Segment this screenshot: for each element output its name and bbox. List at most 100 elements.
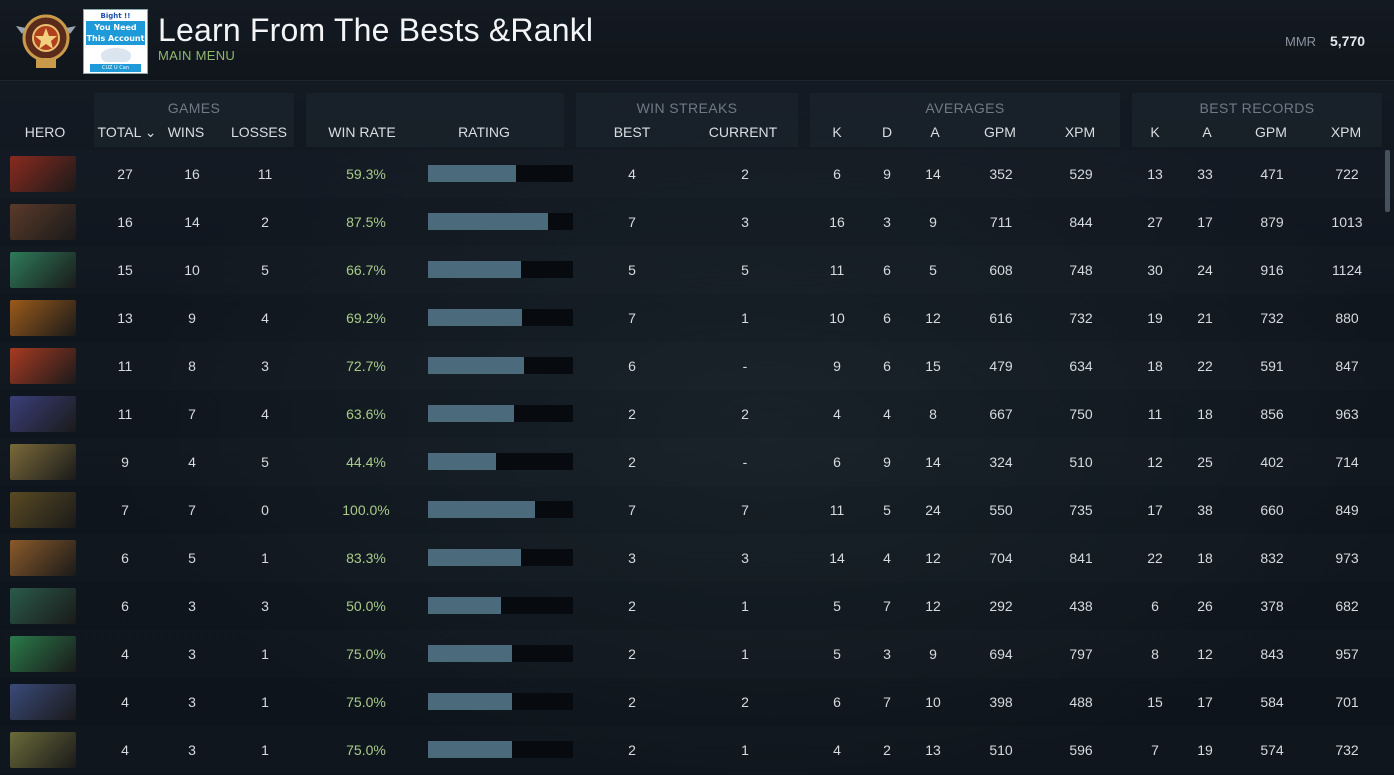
col-total[interactable]: TOTAL ⌄ [97, 124, 157, 140]
col-rating[interactable]: RATING [458, 124, 510, 140]
hero-portrait[interactable] [10, 492, 76, 528]
cell-losses: 5 [261, 454, 269, 470]
col-best-xpm[interactable]: XPM [1330, 124, 1362, 140]
rank-medal-icon [16, 14, 76, 68]
cell-best-streak: 3 [628, 550, 636, 566]
rating-bar-fill [428, 693, 512, 710]
col-best-a[interactable]: A [1202, 124, 1212, 140]
main-menu-link[interactable]: MAIN MENU [158, 48, 236, 63]
table-row[interactable]: 7 7 0 100.0% 7 7 11 5 24 550 735 17 38 660 849 [0, 486, 1394, 534]
col-avg-k[interactable]: K [832, 124, 842, 140]
mmr-label: MMR [1285, 34, 1317, 49]
cell-best-gpm: 732 [1260, 310, 1284, 326]
cell-avg-k: 6 [833, 694, 841, 710]
hero-portrait[interactable] [10, 396, 76, 432]
table-row[interactable]: 11 8 3 72.7% 6 - 9 6 15 479 634 18 22 591 847 [0, 342, 1394, 390]
table-row[interactable]: 11 7 4 63.6% 2 2 4 4 8 667 750 11 18 856 963 [0, 390, 1394, 438]
hero-portrait[interactable] [10, 348, 76, 384]
cell-best-streak: 2 [628, 406, 636, 422]
hero-portrait[interactable] [10, 636, 76, 672]
hero-portrait[interactable] [10, 204, 76, 240]
win-streaks-group [576, 93, 798, 147]
cell-best-streak: 2 [628, 454, 636, 470]
cell-current-streak: 3 [741, 550, 749, 566]
cell-best-xpm: 732 [1335, 742, 1359, 758]
rating-bar [428, 357, 573, 374]
hero-portrait[interactable] [10, 156, 76, 192]
col-wins[interactable]: WINS [167, 124, 205, 140]
hero-portrait[interactable] [10, 252, 76, 288]
col-avg-xpm[interactable]: XPM [1064, 124, 1096, 140]
cell-best-k: 19 [1147, 310, 1163, 326]
cell-losses: 4 [261, 406, 269, 422]
table-row[interactable]: 4 3 1 75.0% 2 1 5 3 9 694 797 8 12 843 957 [0, 630, 1394, 678]
col-current-streak[interactable]: CURRENT [708, 124, 778, 140]
cell-losses: 3 [261, 598, 269, 614]
hero-portrait[interactable] [10, 684, 76, 720]
cell-current-streak: 1 [741, 310, 749, 326]
table-row[interactable]: 13 9 4 69.2% 7 1 10 6 12 616 732 19 21 732 880 [0, 294, 1394, 342]
col-avg-gpm[interactable]: GPM [984, 124, 1016, 140]
col-best-gpm[interactable]: GPM [1255, 124, 1287, 140]
hero-portrait[interactable] [10, 300, 76, 336]
cell-losses: 1 [261, 694, 269, 710]
cell-avg-xpm: 844 [1069, 214, 1093, 230]
best-records-group-title: BEST RECORDS [1199, 100, 1315, 116]
best-records-group [1132, 93, 1382, 147]
col-best-streak[interactable]: BEST [613, 124, 651, 140]
cell-best-a: 17 [1197, 214, 1213, 230]
table-row[interactable]: 16 14 2 87.5% 7 3 16 3 9 711 844 27 17 879 1013 [0, 198, 1394, 246]
table-row[interactable]: 27 16 11 59.3% 4 2 6 9 14 352 529 13 33 471 722 [0, 150, 1394, 198]
cell-current-streak: 1 [741, 598, 749, 614]
cell-avg-k: 11 [829, 262, 845, 278]
table-row[interactable]: 6 5 1 83.3% 3 3 14 4 12 704 841 22 18 832 973 [0, 534, 1394, 582]
cell-current-streak: - [742, 454, 748, 470]
hero-portrait[interactable] [10, 732, 76, 768]
cell-best-gpm: 832 [1260, 550, 1284, 566]
table-row[interactable]: 9 4 5 44.4% 2 - 6 9 14 324 510 12 25 402 714 [0, 438, 1394, 486]
table-row[interactable]: 4 3 1 75.0% 2 1 4 2 13 510 596 7 19 574 732 [0, 726, 1394, 774]
cell-losses: 1 [261, 742, 269, 758]
col-hero[interactable]: HERO [24, 124, 66, 140]
cell-avg-a: 12 [925, 550, 941, 566]
cell-wins: 9 [188, 310, 196, 326]
rating-bar [428, 165, 573, 182]
cell-best-a: 38 [1197, 502, 1213, 518]
hero-portrait[interactable] [10, 588, 76, 624]
cell-avg-d: 9 [883, 454, 891, 470]
cell-best-gpm: 471 [1260, 166, 1284, 182]
cell-avg-d: 4 [883, 550, 891, 566]
cell-best-a: 18 [1197, 406, 1213, 422]
cell-avg-a: 15 [925, 358, 941, 374]
cell-avg-gpm: 398 [989, 694, 1013, 710]
cell-best-gpm: 660 [1260, 502, 1284, 518]
cell-best-k: 13 [1147, 166, 1163, 182]
cell-best-k: 6 [1151, 598, 1159, 614]
col-losses[interactable]: LOSSES [230, 124, 288, 140]
cell-total: 4 [121, 694, 129, 710]
cell-win-rate: 75.0% [346, 646, 386, 662]
rating-bar-fill [428, 549, 521, 566]
table-row[interactable]: 6 3 3 50.0% 2 1 5 7 12 292 438 6 26 378 682 [0, 582, 1394, 630]
hero-portrait[interactable] [10, 540, 76, 576]
cell-avg-k: 5 [833, 598, 841, 614]
table-row[interactable]: 4 3 1 75.0% 2 2 6 7 10 398 488 15 17 584 701 [0, 678, 1394, 726]
cell-current-streak: 5 [741, 262, 749, 278]
cell-avg-xpm: 797 [1069, 646, 1093, 662]
cell-avg-xpm: 732 [1069, 310, 1093, 326]
rating-bar-fill [428, 261, 521, 278]
cell-total: 11 [117, 358, 133, 374]
promo-line-3: CUZ U Can [90, 64, 141, 72]
cell-win-rate: 63.6% [346, 406, 386, 422]
table-row[interactable]: 15 10 5 66.7% 5 5 11 6 5 608 748 30 24 916 1124 [0, 246, 1394, 294]
promo-line-2: You Need This Account [86, 21, 145, 45]
col-avg-d[interactable]: D [881, 124, 893, 140]
cell-win-rate: 44.4% [346, 454, 386, 470]
rating-bar [428, 693, 573, 710]
col-avg-a[interactable]: A [930, 124, 940, 140]
col-best-k[interactable]: K [1150, 124, 1160, 140]
col-win-rate[interactable]: WIN RATE [328, 124, 396, 140]
hero-portrait[interactable] [10, 444, 76, 480]
rating-bar-fill [428, 741, 512, 758]
table-scrollbar[interactable] [1385, 150, 1390, 212]
